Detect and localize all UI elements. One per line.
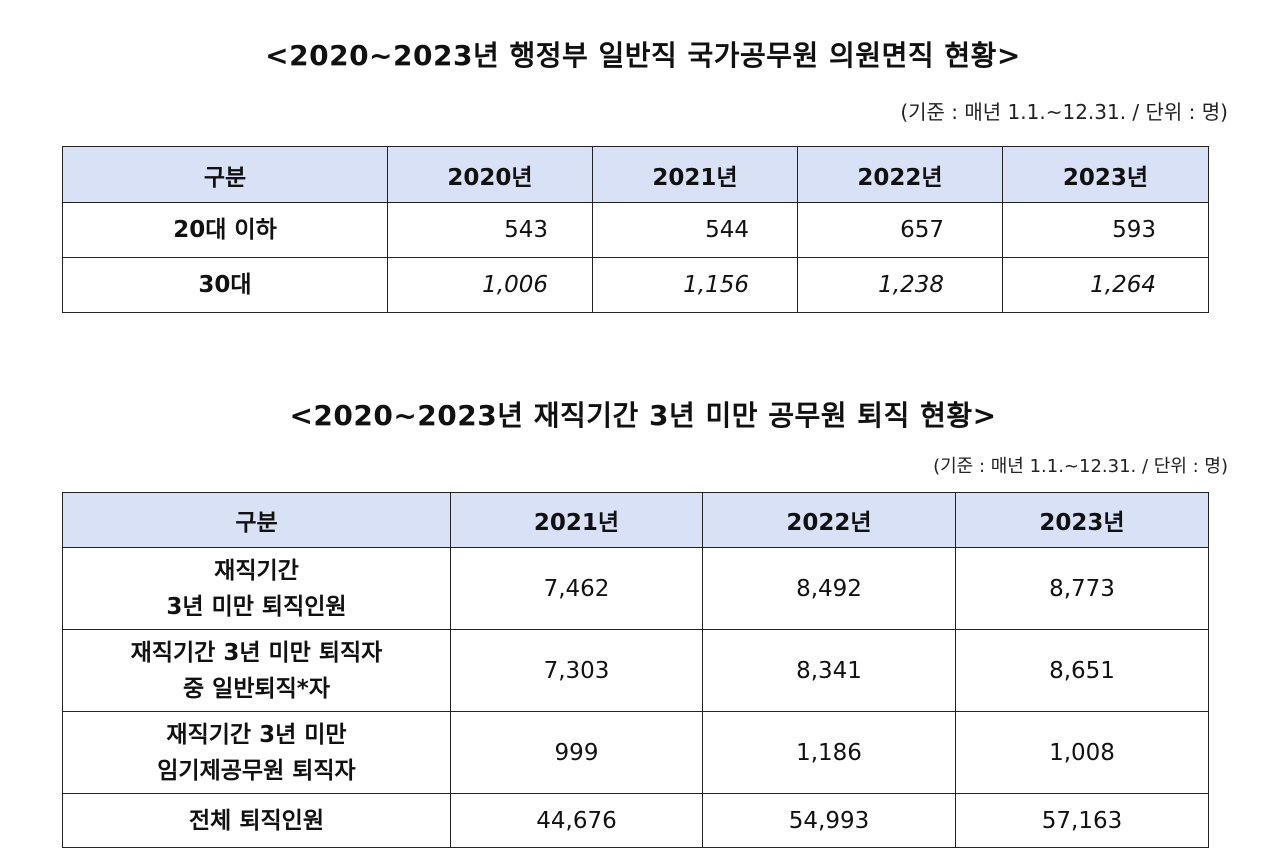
header-category: 구분: [62, 492, 451, 548]
table1-title: <2020~2023년 행정부 일반직 국가공무원 의원면직 현황>: [265, 39, 1021, 72]
header-year: 2023년: [1002, 146, 1209, 203]
table-row: 재직기간 3년 미만 퇴직자 중 일반퇴직*자 7,303 8,341 8,65…: [62, 629, 1209, 712]
cell-value: 1,156: [592, 257, 798, 313]
cell-value: 593: [1002, 202, 1209, 258]
cell-value: 8,492: [702, 547, 956, 630]
table-row: 재직기간 3년 미만 퇴직인원 7,462 8,492 8,773: [62, 547, 1209, 630]
table2-unit-note: (기준 : 매년 1.1.~12.31. / 단위 : 명): [933, 456, 1228, 477]
header-year: 2022년: [797, 146, 1003, 203]
cell-value: 7,303: [450, 629, 703, 712]
row-label: 20대 이하: [62, 202, 388, 258]
row-label: 전체 퇴직인원: [62, 793, 451, 848]
cell-value: 1,264: [1002, 257, 1209, 313]
table-row: 재직기간 3년 미만 임기제공무원 퇴직자 999 1,186 1,008: [62, 711, 1209, 794]
header-year: 2020년: [387, 146, 593, 203]
cell-value: 1,008: [955, 711, 1209, 794]
cell-value: 54,993: [702, 793, 956, 848]
header-year: 2022년: [702, 492, 956, 548]
header-category: 구분: [62, 146, 388, 203]
header-year: 2021년: [592, 146, 798, 203]
cell-value: 1,186: [702, 711, 956, 794]
cell-value: 8,651: [955, 629, 1209, 712]
row-label-line: 임기제공무원 퇴직자: [157, 757, 356, 784]
cell-value: 657: [797, 202, 1003, 258]
resignation-table: 구분 2020년 2021년 2022년 2023년 20대 이하 543 54…: [62, 146, 1209, 313]
row-label-line: 재직기간 3년 미만 퇴직자: [130, 639, 383, 666]
table1-unit-note: (기준 : 매년 1.1.~12.31. / 단위 : 명): [900, 100, 1228, 124]
cell-value: 999: [450, 711, 703, 794]
row-label-line: 재직기간: [214, 557, 299, 584]
header-year: 2021년: [450, 492, 703, 548]
table-row: 30대 1,006 1,156 1,238 1,264: [62, 257, 1209, 313]
row-label: 재직기간 3년 미만 퇴직인원: [62, 547, 451, 630]
cell-value: 8,341: [702, 629, 956, 712]
row-label-line: 재직기간 3년 미만: [166, 721, 347, 748]
row-label: 30대: [62, 257, 388, 313]
cell-value: 543: [387, 202, 593, 258]
table-header-row: 구분 2020년 2021년 2022년 2023년: [62, 146, 1209, 203]
table-row: 전체 퇴직인원 44,676 54,993 57,163: [62, 793, 1209, 848]
cell-value: 44,676: [450, 793, 703, 848]
header-year: 2023년: [955, 492, 1209, 548]
row-label: 재직기간 3년 미만 임기제공무원 퇴직자: [62, 711, 451, 794]
cell-value: 57,163: [955, 793, 1209, 848]
table-header-row: 구분 2021년 2022년 2023년: [62, 492, 1209, 548]
cell-value: 8,773: [955, 547, 1209, 630]
table-row: 20대 이하 543 544 657 593: [62, 202, 1209, 258]
row-label-line: 중 일반퇴직*자: [183, 675, 330, 702]
cell-value: 7,462: [450, 547, 703, 630]
row-label: 재직기간 3년 미만 퇴직자 중 일반퇴직*자: [62, 629, 451, 712]
row-label-line: 3년 미만 퇴직인원: [166, 593, 347, 620]
cell-value: 1,238: [797, 257, 1003, 313]
table2-title: <2020~2023년 재직기간 3년 미만 공무원 퇴직 현황>: [289, 399, 997, 432]
cell-value: 1,006: [387, 257, 593, 313]
early-retirement-table: 구분 2021년 2022년 2023년 재직기간 3년 미만 퇴직인원 7,4…: [62, 492, 1209, 848]
cell-value: 544: [592, 202, 798, 258]
